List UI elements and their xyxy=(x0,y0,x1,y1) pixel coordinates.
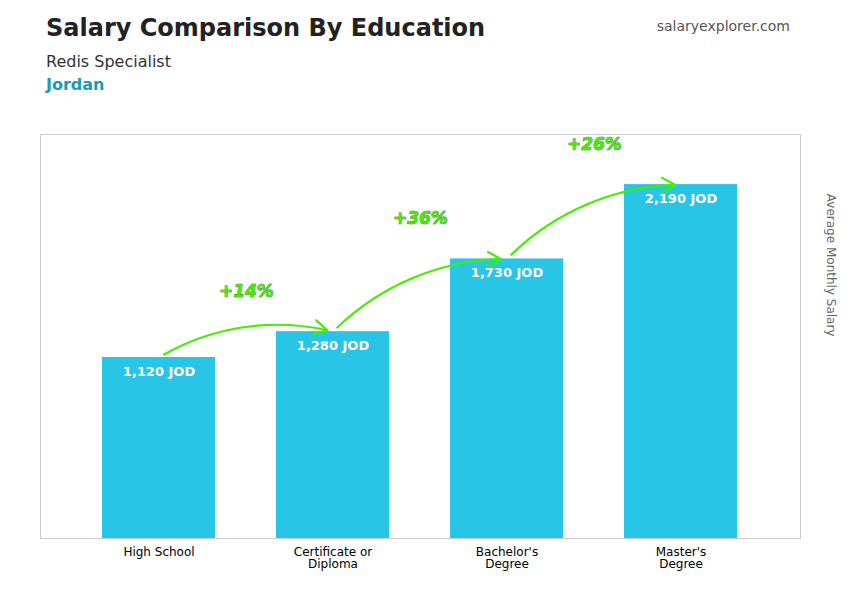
svg-text:1,280 JOD: 1,280 JOD xyxy=(297,338,370,353)
svg-text:+14%: +14% xyxy=(219,281,274,301)
svg-text:1,120 JOD: 1,120 JOD xyxy=(123,364,196,379)
svg-text:+36%: +36% xyxy=(393,208,448,228)
svg-text:Average Monthly Salary: Average Monthly Salary xyxy=(824,194,838,337)
svg-text:Master'sDegree: Master'sDegree xyxy=(656,545,707,571)
svg-text:1,730 JOD: 1,730 JOD xyxy=(471,265,544,280)
svg-text:Certificate orDiploma: Certificate orDiploma xyxy=(294,545,372,571)
html-text:Redis Specialist: Redis Specialist xyxy=(46,52,171,71)
html-text:Jordan: Jordan xyxy=(46,75,105,94)
html-text:salaryexplorer.com: salaryexplorer.com xyxy=(656,18,790,34)
svg-text:+26%: +26% xyxy=(567,134,622,154)
svg-text:2,190 JOD: 2,190 JOD xyxy=(645,191,718,206)
html-text:Salary Comparison By Education: Salary Comparison By Education xyxy=(46,14,486,42)
svg-text:Bachelor'sDegree: Bachelor'sDegree xyxy=(476,545,538,571)
svg-text:High School: High School xyxy=(123,545,194,559)
